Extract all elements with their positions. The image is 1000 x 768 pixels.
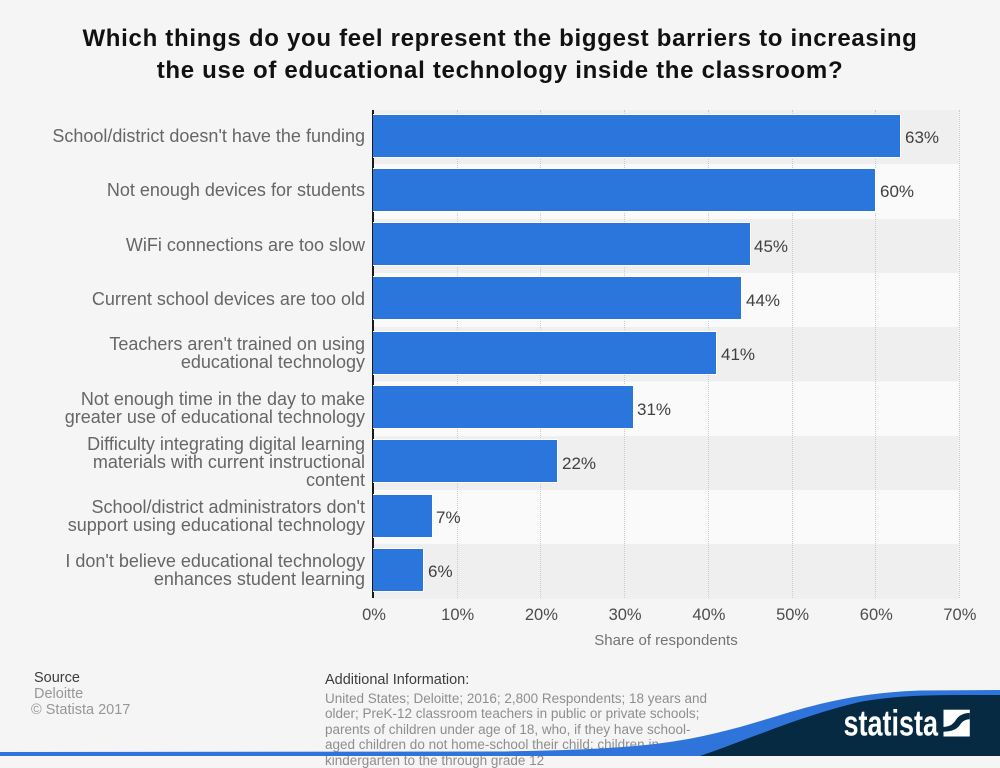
svg-text:statista: statista <box>844 703 939 744</box>
